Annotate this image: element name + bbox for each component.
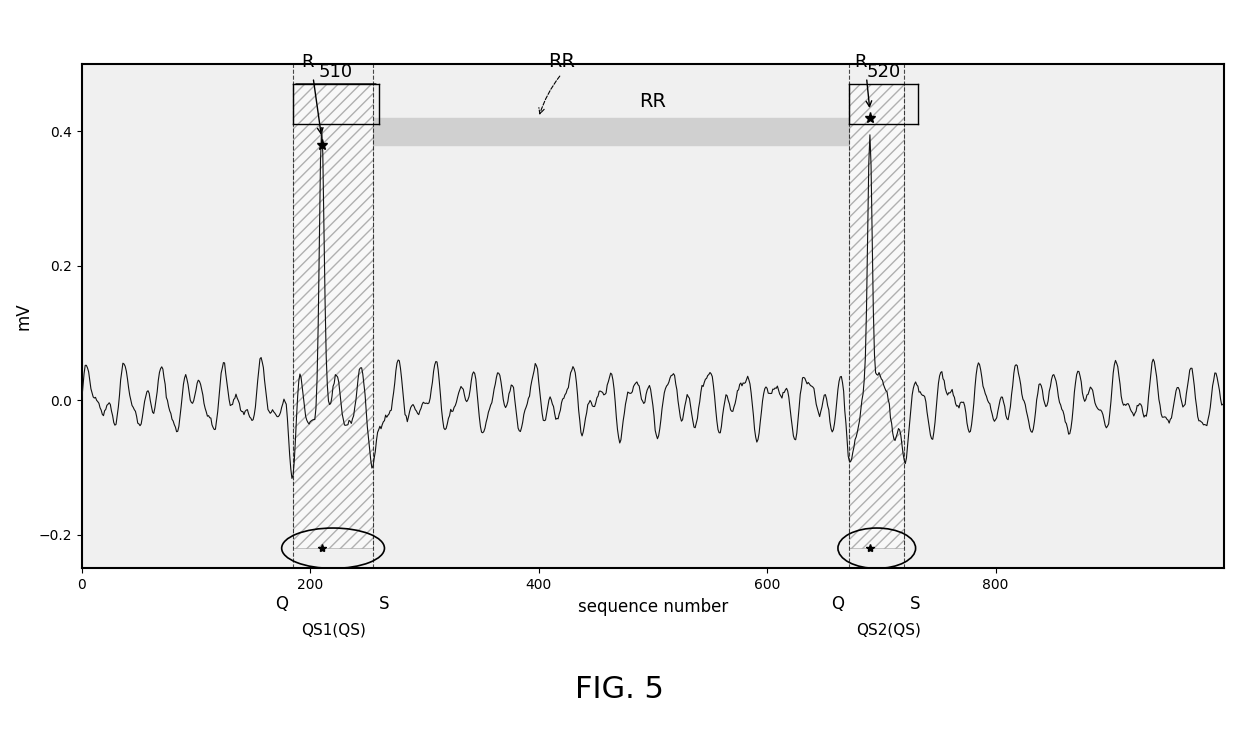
Text: R: R: [301, 53, 313, 70]
Text: RR: RR: [548, 52, 575, 70]
Text: Q: Q: [275, 596, 289, 613]
Bar: [850, 84, 904, 548]
Y-axis label: mV: mV: [15, 302, 33, 330]
Text: QS1(QS): QS1(QS): [301, 622, 366, 638]
Text: R: R: [855, 53, 867, 70]
Text: Q: Q: [831, 596, 845, 613]
Text: S: S: [911, 596, 921, 613]
Text: QS2(QS): QS2(QS): [856, 622, 921, 638]
Text: 520: 520: [866, 62, 901, 80]
Text: 510: 510: [318, 62, 353, 80]
X-axis label: sequence number: sequence number: [577, 598, 729, 616]
Text: RR: RR: [639, 92, 667, 111]
Text: S: S: [379, 596, 390, 613]
Bar: [294, 84, 373, 548]
Text: FIG. 5: FIG. 5: [575, 676, 664, 704]
